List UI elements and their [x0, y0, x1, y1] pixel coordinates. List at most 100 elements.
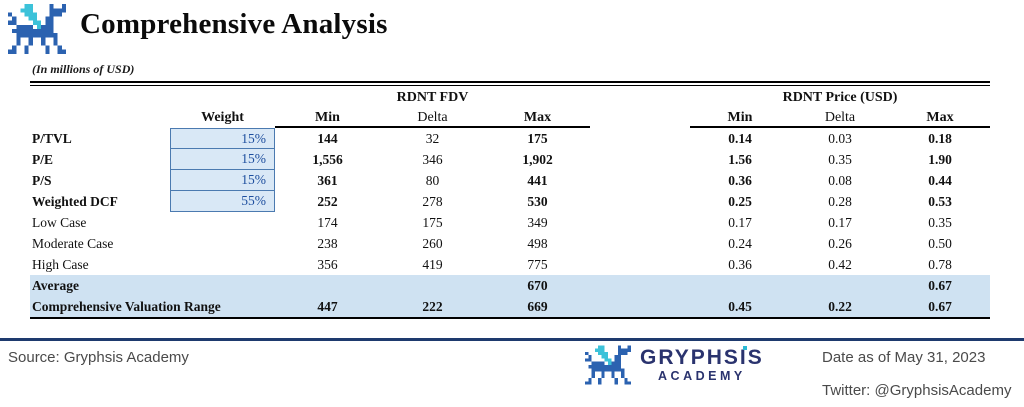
fdv-min-cell: 356	[317, 256, 338, 272]
price-min-cell: 0.45	[728, 298, 752, 314]
price-max-cell: 0.67	[928, 298, 952, 314]
twitter-handle: Twitter: @GryphsisAcademy	[822, 382, 1012, 399]
row-label: High Case	[32, 256, 89, 272]
footer: Source: Gryphsis Academy GRYPHSIS ACADEM…	[0, 338, 1024, 407]
row-label: Moderate Case	[32, 235, 114, 251]
group-header-fdv: RDNT FDV	[396, 89, 469, 105]
price-min-cell: 0.24	[728, 235, 752, 251]
page-title: Comprehensive Analysis	[80, 8, 388, 40]
row-label: P/S	[32, 172, 52, 188]
price-delta-cell: 0.17	[828, 214, 852, 230]
table-row: Weighted DCF 55% 252 278 530 0.25 0.28 0.53	[30, 191, 990, 212]
price-max-cell: 0.35	[928, 214, 952, 230]
price-max-cell: 0.78	[928, 256, 952, 272]
weight-cell: 15%	[170, 149, 275, 170]
fdv-max-cell: 441	[527, 172, 548, 188]
valuation-table: (In millions of USD) RDNT FDV RDNT Price…	[30, 62, 990, 319]
fdv-max-cell: 775	[527, 256, 548, 272]
price-min-cell: 0.36	[728, 256, 752, 272]
price-delta-cell: 0.35	[828, 151, 852, 167]
table-row: P/S 15% 361 80 441 0.36 0.08 0.44	[30, 170, 990, 191]
row-label: Weighted DCF	[32, 193, 118, 209]
fdv-delta-cell: 222	[422, 298, 443, 314]
weight-cell: 15%	[170, 128, 275, 149]
brand-lockup: GRYPHSIS ACADEMY	[585, 345, 764, 385]
fdv-max-cell: 175	[527, 130, 548, 146]
fdv-delta-cell: 346	[422, 151, 443, 167]
price-delta-cell: 0.28	[828, 193, 852, 209]
fdv-delta-cell: 260	[422, 235, 443, 251]
row-label: Low Case	[32, 214, 87, 230]
fdv-min-cell: 252	[317, 193, 338, 209]
fdv-min-cell: 1,556	[312, 151, 343, 167]
brand-subtitle: ACADEMY	[658, 368, 746, 383]
table-row: Low Case 174 175 349 0.17 0.17 0.35	[30, 212, 990, 233]
footer-rule	[0, 338, 1024, 341]
col-header-fdv-delta: Delta	[417, 109, 448, 125]
fdv-max-cell: 670	[527, 277, 548, 293]
fdv-max-cell: 1,902	[522, 151, 553, 167]
table-row: Average 670 0.67	[30, 275, 990, 296]
units-note: (In millions of USD)	[32, 62, 135, 76]
price-delta-cell: 0.03	[828, 130, 852, 146]
row-label: P/E	[32, 151, 54, 167]
price-min-cell: 0.25	[728, 193, 752, 209]
fdv-max-cell: 498	[527, 235, 548, 251]
fdv-delta-cell: 80	[425, 172, 440, 188]
price-min-cell: 1.56	[728, 151, 752, 167]
fdv-min-cell: 238	[317, 235, 338, 251]
group-header-row: RDNT FDV RDNT Price (USD)	[30, 88, 990, 107]
price-max-cell: 0.53	[928, 193, 952, 209]
price-delta-cell: 0.26	[828, 235, 852, 251]
table-top-rule	[30, 81, 990, 86]
price-min-cell: 0.14	[728, 130, 752, 146]
fdv-min-cell: 144	[317, 130, 338, 146]
price-max-cell: 0.67	[928, 277, 952, 293]
fdv-delta-cell: 278	[422, 193, 443, 209]
brand-name: GRYPHSIS	[640, 345, 764, 369]
fdv-max-cell: 349	[527, 214, 548, 230]
date-text: Date as of May 31, 2023	[822, 349, 986, 366]
source-text: Source: Gryphsis Academy	[8, 349, 189, 366]
row-label: Average	[32, 277, 79, 293]
col-header-fdv-min: Min	[315, 109, 340, 125]
col-header-weight: Weight	[201, 109, 244, 125]
price-delta-cell: 0.42	[828, 256, 852, 272]
price-max-cell: 0.50	[928, 235, 952, 251]
fdv-max-cell: 530	[527, 193, 548, 209]
price-min-cell: 0.36	[728, 172, 752, 188]
table-bottom-rule	[30, 317, 990, 319]
price-min-cell: 0.17	[728, 214, 752, 230]
row-label: P/TVL	[32, 130, 72, 146]
gryphsis-dragon-icon	[585, 345, 631, 385]
fdv-delta-cell: 419	[422, 256, 443, 272]
table-body: P/TVL 15% 144 32 175 0.14 0.03 0.18 P/E 15% 1,556 3…	[30, 128, 990, 317]
table-row: Moderate Case 238 260 498 0.24 0.26 0.50	[30, 233, 990, 254]
col-header-fdv-max: Max	[523, 109, 552, 125]
fdv-max-cell: 669	[527, 298, 548, 314]
table-row: P/TVL 15% 144 32 175 0.14 0.03 0.18	[30, 128, 990, 149]
fdv-delta-cell: 32	[425, 130, 440, 146]
row-label: Comprehensive Valuation Range	[32, 298, 221, 314]
weight-cell: 55%	[170, 191, 275, 212]
fdv-min-cell: 447	[317, 298, 338, 314]
weight-cell: 15%	[170, 170, 275, 191]
group-header-price: RDNT Price (USD)	[782, 89, 898, 105]
table-row: Comprehensive Valuation Range 447 222 669 0.…	[30, 296, 990, 317]
price-delta-cell: 0.22	[828, 298, 852, 314]
fdv-min-cell: 174	[317, 214, 338, 230]
table-row: High Case 356 419 775 0.36 0.42 0.78	[30, 254, 990, 275]
price-delta-cell: 0.08	[828, 172, 852, 188]
price-max-cell: 0.18	[928, 130, 952, 146]
col-header-price-max: Max	[926, 109, 954, 125]
column-header-row: Weight Min Delta Max Min Delta Max	[30, 107, 990, 128]
col-header-price-delta: Delta	[824, 109, 856, 125]
gryphsis-dragon-logo	[8, 4, 66, 54]
fdv-delta-cell: 175	[422, 214, 443, 230]
brand-i-dot	[742, 345, 747, 350]
col-header-price-min: Min	[727, 109, 753, 125]
price-max-cell: 1.90	[928, 151, 952, 167]
table-row: P/E 15% 1,556 346 1,902 1.56 0.35 1.90	[30, 149, 990, 170]
fdv-min-cell: 361	[317, 172, 338, 188]
